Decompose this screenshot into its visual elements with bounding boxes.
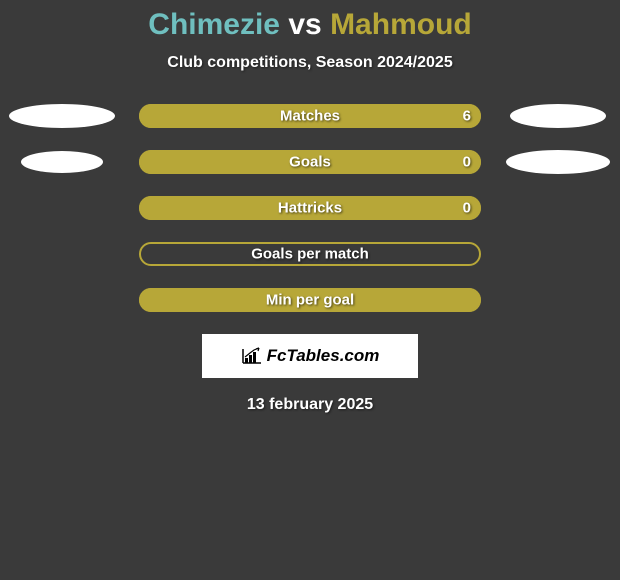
stat-bar: Min per goal (139, 288, 481, 312)
date-text: 13 february 2025 (0, 396, 620, 414)
stat-label: Goals (289, 154, 331, 171)
ellipse-left-slot (7, 151, 117, 173)
stat-bar: Goals per match (139, 242, 481, 266)
ellipse-right-slot (503, 104, 613, 128)
stat-value: 6 (463, 108, 471, 125)
ellipse-left (9, 104, 115, 128)
logo: FcTables.com (241, 346, 380, 366)
stat-row: Goals 0 (0, 150, 620, 174)
stat-label: Goals per match (251, 246, 369, 263)
ellipse-left-slot (7, 104, 117, 128)
stat-label: Hattricks (278, 200, 342, 217)
stat-value: 0 (463, 154, 471, 171)
stat-row: Matches 6 (0, 104, 620, 128)
subtitle: Club competitions, Season 2024/2025 (0, 54, 620, 72)
page-title: Chimezie vs Mahmoud (0, 8, 620, 42)
stat-row: Goals per match (0, 242, 620, 266)
stat-row: Hattricks 0 (0, 196, 620, 220)
stat-label: Matches (280, 108, 340, 125)
stat-label: Min per goal (266, 292, 354, 309)
stat-value: 0 (463, 200, 471, 217)
ellipse-left (21, 151, 103, 173)
infographic-container: Chimezie vs Mahmoud Club competitions, S… (0, 0, 620, 414)
stat-bar: Matches 6 (139, 104, 481, 128)
ellipse-right (510, 104, 606, 128)
stats-rows: Matches 6 Goals 0 Hattricks 0 Goals per match M… (0, 104, 620, 312)
stat-bar: Goals 0 (139, 150, 481, 174)
stat-row: Min per goal (0, 288, 620, 312)
ellipse-right-slot (503, 150, 613, 174)
ellipse-right (506, 150, 610, 174)
logo-text: FcTables.com (267, 346, 380, 366)
logo-box: FcTables.com (202, 334, 418, 378)
stat-bar: Hattricks 0 (139, 196, 481, 220)
player2-name: Mahmoud (330, 8, 472, 41)
chart-icon (241, 347, 263, 365)
player1-name: Chimezie (148, 8, 280, 41)
vs-text: vs (288, 8, 321, 41)
